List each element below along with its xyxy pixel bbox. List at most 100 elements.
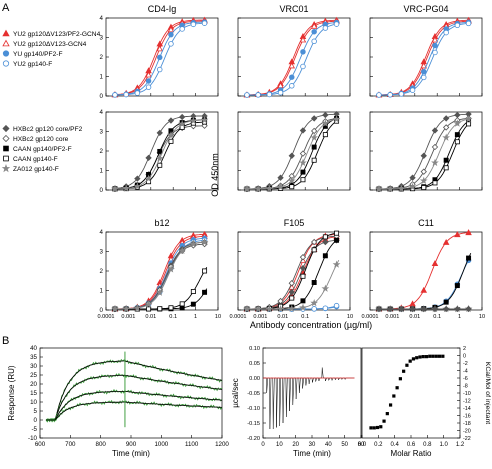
- circle-marker: [169, 32, 174, 37]
- data-point: [402, 370, 405, 373]
- y-tick-label: 40: [30, 345, 37, 352]
- square-marker: [444, 158, 448, 162]
- panel-title: b12: [154, 218, 169, 228]
- square-marker: [312, 248, 316, 252]
- x-tick-label: 10: [347, 314, 353, 320]
- square-marker: [323, 133, 327, 137]
- square-marker: [301, 274, 305, 278]
- y-tick-label: 0: [34, 417, 38, 424]
- x-tick-label: 0.001: [385, 314, 399, 320]
- diamond-marker: [421, 169, 426, 174]
- square-marker: [312, 145, 316, 149]
- star-marker: [432, 160, 438, 165]
- y-tick-label: -0.10: [247, 406, 260, 412]
- diamond-marker: [3, 126, 9, 132]
- circle-marker: [202, 21, 207, 26]
- x-axis-label: Time (min): [112, 449, 150, 458]
- square-marker: [191, 302, 195, 306]
- x-tick-label: 0.0001: [229, 314, 246, 320]
- circle-marker: [157, 55, 162, 60]
- x-tick-label: 1: [458, 314, 461, 320]
- fitted-curve: [113, 242, 207, 309]
- y-tick-label: 20: [30, 381, 37, 388]
- x-tick-label: 1100: [185, 441, 199, 448]
- diamond-marker: [289, 281, 294, 286]
- y-axis-label: µcal/sec: [231, 378, 240, 408]
- triangle-marker: [3, 31, 9, 36]
- x-tick-label: 40: [325, 442, 332, 448]
- data-point: [415, 356, 418, 359]
- y-tick-label: -6: [463, 376, 468, 382]
- y-tick-label: -10: [463, 391, 471, 397]
- circle-marker: [323, 306, 328, 311]
- square-marker: [191, 289, 195, 293]
- legend-entry-label: CAAN gp140/PF2-F: [13, 146, 72, 153]
- y-tick-label: 35: [30, 354, 37, 361]
- y-tick-label: 2: [463, 346, 466, 352]
- circle-marker: [312, 306, 317, 311]
- diamond-marker: [432, 128, 437, 133]
- legend-entry-label: HXBc2 gp120 core: [13, 136, 69, 143]
- square-marker: [180, 302, 184, 306]
- x-tick-label: 1: [194, 314, 197, 320]
- x-tick-label: 0.0001: [361, 314, 378, 320]
- panel-label-a: A: [2, 2, 10, 14]
- x-tick-label: 0.0001: [97, 314, 114, 320]
- legend-entry-label: HXBc2 gp120 core/PF2: [13, 126, 83, 133]
- y-tick-label: 15: [30, 390, 37, 397]
- x-tick-label: 1.2: [456, 442, 465, 448]
- x-tick-label: 0.1: [301, 314, 309, 320]
- square-marker: [455, 140, 459, 144]
- legend-entry-label: ZA012 gp140-F: [13, 166, 59, 173]
- diamond-marker: [300, 128, 305, 133]
- diamond-marker: [3, 136, 9, 142]
- x-tick-label: 0.6: [407, 442, 416, 448]
- elisa-panel: [238, 112, 350, 192]
- square-marker: [466, 122, 470, 126]
- x-tick-label: 20: [292, 442, 299, 448]
- data-point: [405, 364, 408, 367]
- y-tick-label: 4: [100, 15, 104, 22]
- thermogram-trace: [263, 368, 355, 430]
- x-tick-label: 1200: [215, 441, 229, 448]
- star-marker: [323, 286, 329, 291]
- circle-marker: [323, 26, 328, 31]
- circle-marker: [245, 93, 250, 98]
- legend-entry-label: YU gp140/PF2-F: [13, 51, 62, 58]
- circle-marker: [180, 27, 185, 32]
- x-tick-label: 50: [341, 442, 348, 448]
- circle-marker: [289, 83, 294, 88]
- circle-marker: [301, 64, 306, 69]
- y-tick-label: 2: [100, 148, 104, 155]
- legend-middle: HXBc2 gp120 core/PF2 HXBc2 gp120 core CAAN…: [3, 126, 83, 174]
- circle-marker: [388, 92, 393, 97]
- x-tick-label: 1.0: [439, 442, 448, 448]
- circle-marker: [146, 79, 151, 84]
- y-tick-label: 2: [100, 54, 104, 61]
- y-tick-label: 0.10: [249, 346, 260, 352]
- y-tick-label: -8: [463, 384, 468, 390]
- data-point: [412, 357, 415, 360]
- fitted-curve: [377, 232, 471, 309]
- y-tick-label: 4: [100, 229, 104, 236]
- circle-marker: [3, 61, 8, 66]
- circle-marker: [312, 39, 317, 44]
- x-tick-label: 0.1: [169, 314, 177, 320]
- y-tick-label: 1: [100, 288, 104, 295]
- y-tick-label: 2: [100, 268, 104, 275]
- data-point: [399, 377, 402, 380]
- y-tick-label: 1: [100, 168, 104, 175]
- circle-marker: [421, 75, 426, 80]
- y-tick-label: 4: [100, 109, 104, 116]
- circle-marker: [377, 93, 382, 98]
- square-marker: [180, 306, 184, 310]
- x-tick-label: 10: [215, 314, 221, 320]
- square-marker: [312, 280, 316, 284]
- square-marker: [455, 133, 459, 137]
- diamond-marker: [146, 155, 151, 160]
- data-point: [435, 355, 438, 358]
- diamond-marker: [312, 116, 317, 121]
- legend-entry-label: YU2 gp140-F: [13, 61, 52, 68]
- x-tick-label: 0.0: [358, 442, 367, 448]
